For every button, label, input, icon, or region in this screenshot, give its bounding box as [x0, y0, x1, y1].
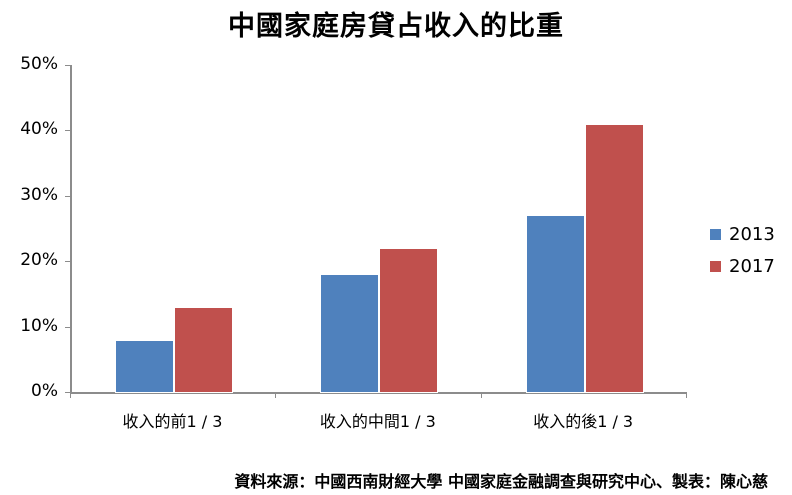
- x-tick-mark: [70, 392, 71, 398]
- x-axis-line: [70, 392, 687, 394]
- bar-2017-2: [584, 123, 644, 393]
- y-tick-mark: [65, 392, 71, 393]
- x-category-label: 收入的前1 / 3: [122, 412, 223, 431]
- legend-swatch-2013: [710, 228, 721, 240]
- y-tick-label: 40%: [20, 119, 58, 140]
- legend-item-2013: 2013: [710, 218, 775, 250]
- y-tick-mark: [65, 195, 71, 197]
- y-tick-label: 20%: [20, 250, 58, 271]
- bar-2013-1: [320, 274, 380, 393]
- y-tick-mark: [65, 130, 71, 132]
- y-tick-label: 0%: [31, 381, 58, 401]
- bar-2017-1: [379, 248, 439, 393]
- x-tick-mark: [480, 392, 482, 398]
- y-tick-mark: [65, 65, 71, 66]
- y-tick-label: 10%: [20, 315, 58, 336]
- x-category-label: 收入的後1 / 3: [533, 412, 634, 431]
- bar-2013-2: [525, 215, 585, 393]
- y-tick-mark: [65, 326, 71, 328]
- legend-label: 2013: [729, 223, 775, 245]
- source-note: 資料來源：中國西南財經大學 中國家庭金融調查與研究中心、製表：陳心慈: [234, 472, 768, 491]
- legend-swatch-2017: [710, 260, 721, 272]
- y-tick-label: 50%: [20, 54, 58, 74]
- legend-item-2017: 2017: [710, 250, 775, 282]
- legend-label: 2017: [729, 255, 775, 277]
- y-tick-mark: [65, 261, 71, 263]
- x-tick-mark: [275, 392, 277, 398]
- bar-2013-0: [115, 339, 174, 393]
- chart-title: 中國家庭房貸占收入的比重: [228, 11, 564, 42]
- x-tick-mark: [686, 392, 687, 398]
- y-axis-line: [70, 65, 72, 393]
- x-category-label: 收入的中間1 / 3: [319, 412, 436, 431]
- y-tick-label: 30%: [20, 184, 58, 205]
- legend: 2013 2017: [710, 218, 775, 282]
- bar-2017-0: [174, 306, 233, 393]
